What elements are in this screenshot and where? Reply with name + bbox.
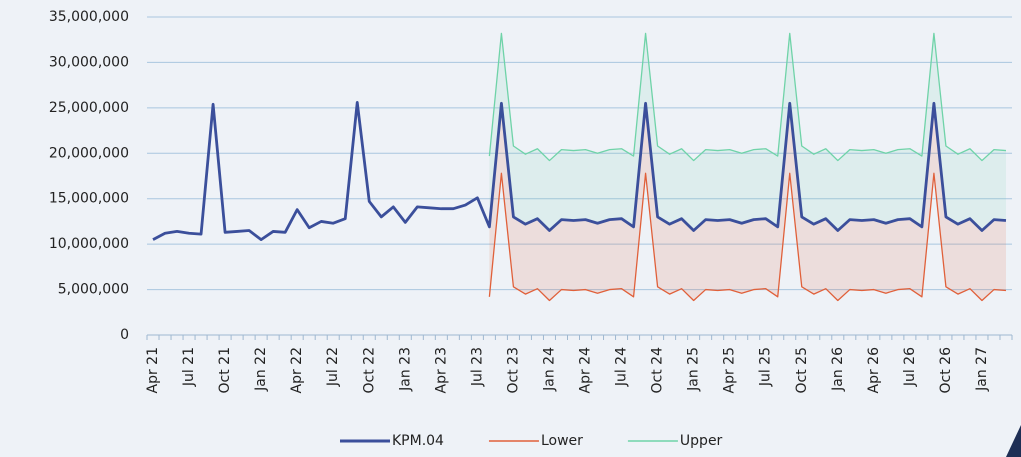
x-tick-label: Jan 24	[541, 347, 557, 392]
x-tick-label: Jul 26	[902, 347, 918, 387]
x-tick-label: Apr 24	[578, 347, 594, 394]
corner-decoration	[1006, 425, 1021, 457]
x-tick-label: Jan 25	[686, 347, 702, 392]
upper-band	[489, 33, 1006, 231]
x-tick-label: Jan 26	[830, 347, 846, 392]
x-tick-label: Oct 25	[794, 347, 810, 393]
x-tick-label: Apr 21	[145, 347, 161, 393]
series-line	[488, 32, 1007, 162]
x-tick-label: Jul 21	[181, 347, 197, 387]
series-line	[488, 172, 1007, 302]
y-tick-label: 15,000,000	[49, 191, 129, 207]
x-tick-label: Oct 26	[938, 347, 954, 394]
x-tick-label: Jul 22	[325, 347, 341, 387]
x-tick-label: Jan 27	[974, 347, 990, 392]
y-tick-label: 35,000,000	[49, 9, 129, 25]
x-tick-label: Oct 24	[650, 347, 666, 394]
y-tick-label: 20,000,000	[49, 145, 129, 161]
legend-label: Upper	[680, 433, 723, 449]
x-tick-label: Oct 23	[505, 347, 521, 393]
series-line	[152, 101, 1007, 241]
y-tick-label: 25,000,000	[49, 100, 129, 116]
x-tick-label: Oct 22	[361, 347, 377, 393]
x-tick-label: Jan 23	[397, 347, 413, 392]
x-tick-label: Oct 21	[217, 347, 233, 393]
x-tick-label: Apr 26	[866, 347, 882, 394]
x-tick-label: Jul 24	[614, 347, 630, 387]
lower-band	[489, 103, 1006, 301]
x-tick-label: Apr 22	[289, 347, 305, 393]
y-tick-label: 0	[120, 327, 129, 343]
x-tick-label: Jan 22	[253, 347, 269, 392]
y-tick-label: 5,000,000	[58, 282, 129, 298]
x-tick-label: Jul 25	[758, 347, 774, 387]
legend-label: Lower	[541, 433, 583, 449]
x-tick-label: Jul 23	[469, 347, 485, 387]
x-tick-label: Apr 23	[433, 347, 449, 393]
legend-label: KPM.04	[392, 433, 444, 449]
x-tick-label: Apr 25	[722, 347, 738, 393]
y-tick-label: 30,000,000	[49, 54, 129, 70]
y-tick-label: 10,000,000	[49, 236, 129, 252]
